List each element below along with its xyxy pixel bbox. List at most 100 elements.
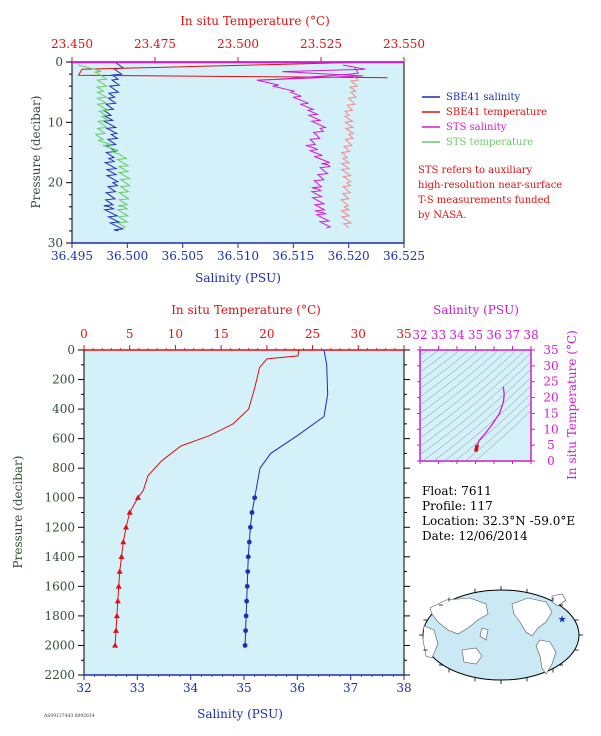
profile-pressure-tick-label: 1200 [44,520,75,534]
profile-sal-tick-label: 34 [183,681,199,695]
top-salinity-axis-label: Salinity (PSU) [195,271,281,285]
profile-temp-tick-label: 15 [214,327,229,341]
profile-temp-marker [123,524,130,530]
profile-pressure-tick-label: 1400 [44,550,75,564]
ts-isopycnal [474,410,531,461]
profile-temp-tick-label: 20 [259,327,274,341]
top-plot-area [71,61,405,244]
ts-isopycnal [420,360,531,455]
legend-sts-temperature: STS temperature [446,137,533,148]
float-number: Float: 7611 [422,484,492,498]
ts-isopycnal [420,350,490,406]
top-sal-tick-label: 36.495 [51,249,93,263]
profile-series [112,349,329,648]
profile-sal-marker [243,613,249,619]
map-ticks [419,586,583,684]
ts-temp-tick-label: 20 [543,391,558,405]
ts-isopycnal [420,350,481,398]
float-location-marker: ★ [558,614,567,625]
profile-line-salinity [244,349,329,646]
top-pressure-tick-label: 10 [48,115,63,129]
ts-isopycnal [420,350,499,414]
top-series-sbe41-salinity [102,61,125,232]
location: Location: 32.3°N -59.0°E [422,514,575,528]
profile-sal-marker [252,495,258,501]
sts-note: STS refers to auxiliary high-resolution … [418,165,562,221]
legend-sbe41-salinity: SBE41 salinity [446,92,521,103]
top-series-sbe41-temperature [77,61,388,79]
profile-pressure-tick-label: 2200 [44,668,75,682]
profile-sal-marker [245,569,251,574]
profile-temp-marker [116,568,123,574]
profile-temp-marker [126,509,133,515]
eurasia [429,597,489,635]
ts-salinity-axis-label: Salinity (PSU) [433,303,519,317]
top-pressure-tick-label: 0 [55,55,63,69]
profile-pressure-axis-label: Pressure (decibar) [11,456,25,569]
top-legend: SBE41 salinity SBE41 temperature STS sal… [422,92,547,148]
profile-line-temperature [114,349,300,646]
profile-sal-marker [242,643,248,648]
ts-sal-tick-label: 32 [412,328,427,342]
ts-isopycnal [454,393,531,461]
ts-temp-tick-label: 0 [547,454,555,468]
profile-sal-tick-label: 32 [76,681,91,695]
profile-sal-marker [246,539,252,545]
top-series-sts-temperature [77,64,132,229]
profile-sal-tick-label: 33 [130,681,145,695]
profile-pressure-tick-label: 2000 [44,638,75,652]
ts-temp-tick-label: 35 [543,343,558,357]
profile-sal-marker [243,628,249,634]
ts-temp-tick-label: 15 [543,406,558,420]
footer-code: AS09137443 0092614 [43,713,95,719]
ts-curve [475,386,505,451]
ts-sal-tick-label: 36 [486,328,501,342]
ts-isopycnal [420,350,440,365]
ts-isopycnal [420,350,450,373]
profile-sal-tick-label: 37 [343,681,358,695]
top-series-sts-salinity [256,67,360,229]
north-america [511,597,553,637]
profile-sal-tick-label: 38 [396,681,411,695]
profile-pressure-tick-label: 400 [52,402,75,416]
profile-pressure-tick-label: 800 [52,461,75,475]
note-line-4: by NASA. [418,210,466,221]
profile-temp-marker [115,583,122,589]
profile-sal-marker [244,583,250,589]
top-sts-surface-spike [260,64,366,81]
profile-sal-marker [244,598,250,604]
ts-temp-tick-label: 5 [547,438,555,452]
legend-sbe41-temperature: SBE41 temperature [446,107,547,118]
profile-temp-tick-label: 25 [305,327,320,341]
profile-temp-marker [114,597,121,604]
south-america [535,639,557,675]
profile-temp-marker [118,553,125,560]
profile-sal-marker [245,554,251,560]
profile-temperature-axis-label: In situ Temperature (°C) [171,303,321,317]
australia [461,647,483,665]
profile-temp-tick-label: 0 [80,327,88,341]
greenland [551,593,567,607]
legend-sts-salinity: STS salinity [446,122,507,133]
ts-isopycnals [420,350,531,461]
profile-pressure-tick-label: 1800 [44,609,75,623]
profile-ticks: 0 5 10 15 20 25 30 35 32 33 34 35 36 37 38 0 200 400 600 80… [44,327,411,695]
world-map: ★ [419,586,583,684]
profile-temp-marker [120,538,127,545]
ts-deep-marker [475,444,479,449]
profile-pressure-tick-label: 0 [67,343,75,357]
profile-pressure-tick-label: 1600 [44,579,75,593]
top-temp-tick-label: 23.500 [217,37,259,51]
ts-temp-tick-label: 10 [543,422,558,436]
ts-diagram: Salinity (PSU) In situ Temperature (°C) … [412,303,579,480]
ts-isopycnal [433,377,531,461]
ts-temp-tick-label: 25 [543,375,558,389]
ts-sal-tick-label: 37 [505,328,520,342]
top-temperature-axis-label: In situ Temperature (°C) [180,14,330,28]
ts-isopycnal [420,350,461,381]
float-info: Float: 7611 Profile: 117 Location: 32.3°… [422,484,575,543]
profile-temp-tick-label: 5 [126,327,134,341]
profile-temp-marker [113,612,120,619]
ts-sal-tick-label: 38 [523,328,538,342]
